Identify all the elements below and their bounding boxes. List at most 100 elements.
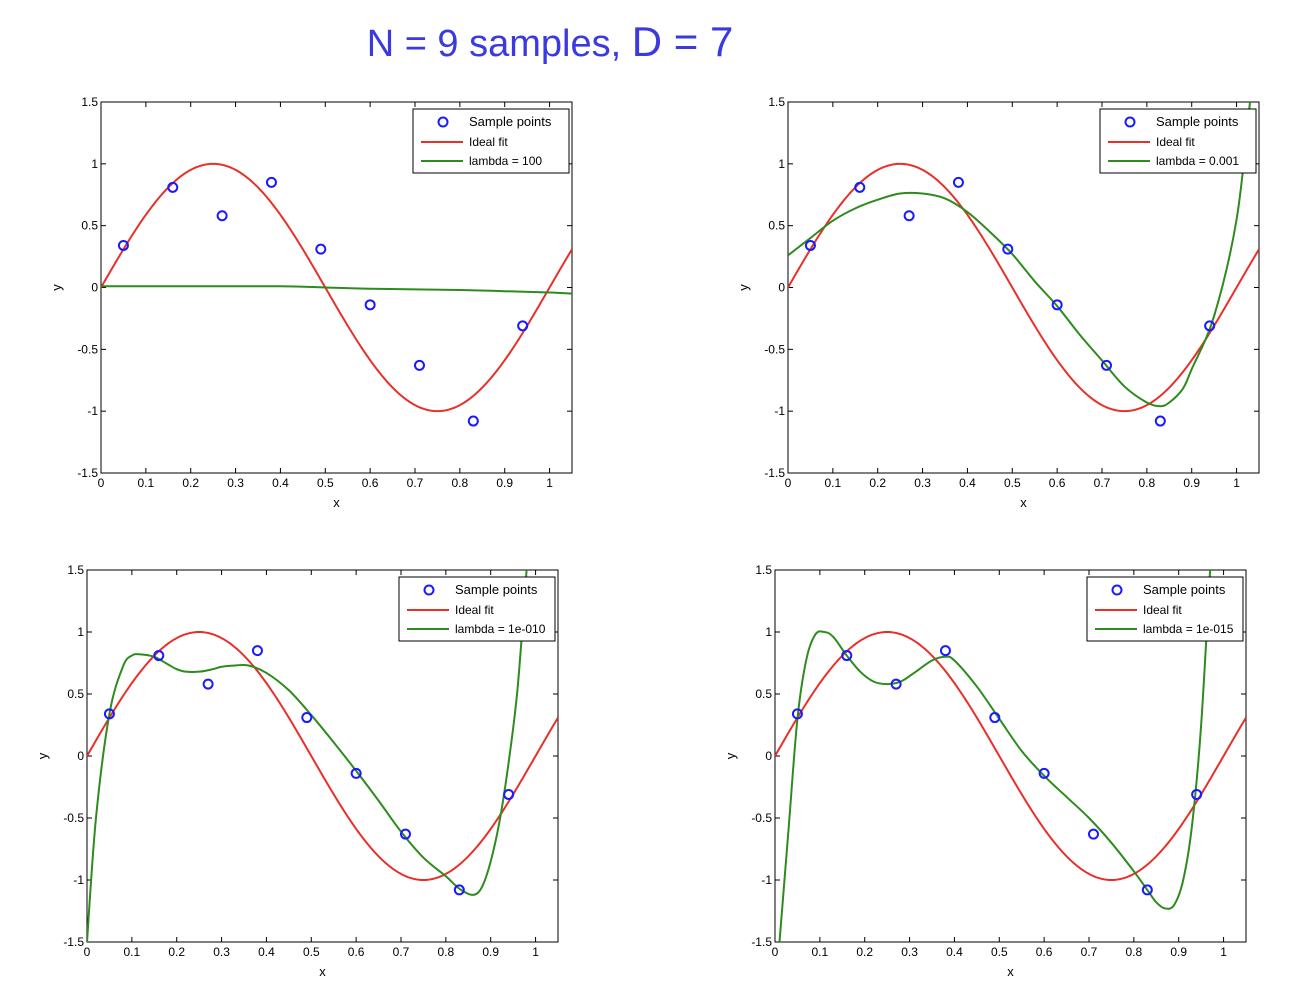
x-tick-label: 0.1 <box>124 945 141 959</box>
y-tick-label: -0.5 <box>764 342 785 356</box>
x-tick-label: 0.3 <box>914 476 931 490</box>
sample-point <box>890 678 902 690</box>
x-tick-label: 0.8 <box>452 476 469 490</box>
legend-marker-samples <box>437 116 449 128</box>
legend-label-samples: Sample points <box>1143 582 1226 597</box>
y-tick-label: 0.5 <box>67 687 84 701</box>
sample-point <box>939 645 951 657</box>
sample-point <box>453 884 465 896</box>
sample-point <box>153 650 165 662</box>
page-title: N = 9 samples, D = 7 <box>0 18 1100 66</box>
y-tick-label: -1 <box>761 873 772 887</box>
legend-label-fit: lambda = 1e-010 <box>455 622 546 636</box>
x-axis-label: x <box>319 964 326 979</box>
y-axis-label: y <box>49 284 64 291</box>
x-tick-label: 0.8 <box>1139 476 1156 490</box>
x-tick-label: 0.2 <box>182 476 199 490</box>
x-axis-label: x <box>333 495 340 510</box>
x-tick-label: 0.7 <box>407 476 424 490</box>
legend-label-ideal: Ideal fit <box>1156 135 1195 149</box>
x-tick-label: 1 <box>532 945 539 959</box>
legend-label-fit: lambda = 100 <box>469 154 542 168</box>
y-tick-label: -1 <box>87 404 98 418</box>
x-tick-label: 0.6 <box>1049 476 1066 490</box>
x-tick-label: 0.1 <box>825 476 842 490</box>
y-tick-label: 1.5 <box>67 563 84 577</box>
y-tick-label: 0.5 <box>755 687 772 701</box>
sample-point <box>804 239 816 251</box>
y-tick-label: -1 <box>73 873 84 887</box>
x-tick-label: 0 <box>785 476 792 490</box>
y-tick-label: -1.5 <box>764 466 785 480</box>
x-tick-label: 0.3 <box>213 945 230 959</box>
x-tick-label: 0.4 <box>959 476 976 490</box>
y-tick-label: 1.5 <box>81 95 98 109</box>
series-ideal-fit <box>775 630 1246 882</box>
y-axis-label: y <box>723 752 738 759</box>
x-tick-label: 0.4 <box>272 476 289 490</box>
series-lambda-fit <box>788 102 1252 408</box>
sample-point <box>202 678 214 690</box>
sample-point <box>467 415 479 427</box>
x-tick-label: 0.5 <box>991 945 1008 959</box>
series-ideal-fit <box>87 630 558 882</box>
legend-marker-samples <box>423 584 435 596</box>
title-part-degree: D = 7 <box>631 18 734 65</box>
y-tick-label: -0.5 <box>63 811 84 825</box>
sample-point <box>903 210 915 222</box>
sample-point <box>251 645 263 657</box>
sample-point <box>1038 767 1050 779</box>
plot-area <box>101 162 572 413</box>
sample-point <box>1141 884 1153 896</box>
sample-point <box>301 712 313 724</box>
plot-area <box>775 570 1246 942</box>
x-tick-label: 0.9 <box>1170 945 1187 959</box>
y-tick-label: 1 <box>77 625 84 639</box>
y-tick-label: -1.5 <box>63 935 84 949</box>
sample-point <box>1100 359 1112 371</box>
x-tick-label: 0.4 <box>258 945 275 959</box>
legend-label-ideal: Ideal fit <box>1143 603 1182 617</box>
series-lambda-fit <box>101 285 572 295</box>
title-part-samples: N = 9 samples, <box>366 23 622 65</box>
y-axis-label: y <box>35 752 50 759</box>
y-tick-label: -0.5 <box>751 811 772 825</box>
sample-point <box>1154 415 1166 427</box>
y-tick-label: 0 <box>91 281 98 295</box>
sample-point <box>1002 243 1014 255</box>
sample-point <box>315 243 327 255</box>
sample-point <box>167 181 179 193</box>
y-tick-label: 1 <box>765 625 772 639</box>
sample-point <box>350 767 362 779</box>
sample-point <box>952 176 964 188</box>
sample-point <box>503 788 515 800</box>
sample-point <box>841 650 853 662</box>
x-axis-label: x <box>1020 495 1027 510</box>
y-tick-label: 1.5 <box>755 563 772 577</box>
x-tick-label: 0.1 <box>138 476 155 490</box>
x-tick-label: 0.5 <box>1004 476 1021 490</box>
legend-label-fit: lambda = 0.001 <box>1156 154 1239 168</box>
legend-label-ideal: Ideal fit <box>455 603 494 617</box>
legend-label-samples: Sample points <box>455 582 538 597</box>
y-tick-label: -1.5 <box>751 935 772 949</box>
y-tick-label: 1.5 <box>768 95 785 109</box>
sample-point <box>1087 828 1099 840</box>
x-tick-label: 0.9 <box>1183 476 1200 490</box>
y-tick-label: 0.5 <box>768 219 785 233</box>
sample-point <box>989 712 1001 724</box>
legend-label-fit: lambda = 1e-015 <box>1143 622 1234 636</box>
sample-point <box>399 828 411 840</box>
x-tick-label: 0.1 <box>812 945 829 959</box>
series-ideal-fit <box>788 162 1259 413</box>
sample-point <box>103 708 115 720</box>
x-tick-label: 0.6 <box>348 945 365 959</box>
y-tick-label: 0 <box>778 281 785 295</box>
sample-point <box>265 176 277 188</box>
x-tick-label: 0.7 <box>1094 476 1111 490</box>
y-tick-label: -1.5 <box>77 466 98 480</box>
